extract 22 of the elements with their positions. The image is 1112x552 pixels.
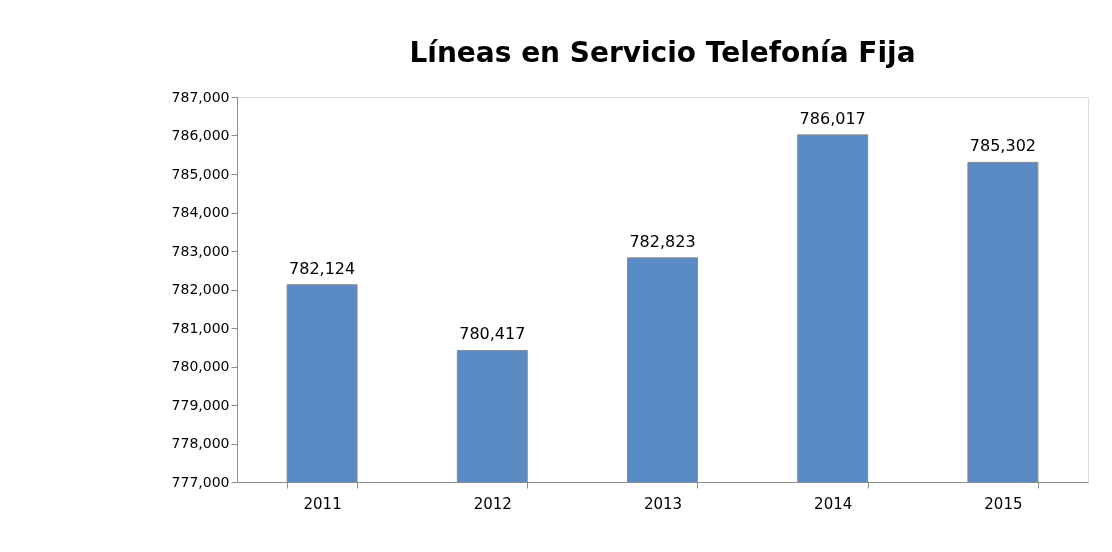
y-tick-label: 787,000 xyxy=(171,88,230,105)
y-tick-label: 779,000 xyxy=(171,396,230,413)
x-tick-label: 2012 xyxy=(473,494,512,513)
data-label: 780,417 xyxy=(459,324,526,344)
x-tick-label: 2011 xyxy=(303,494,342,513)
y-tick-label: 777,000 xyxy=(171,473,230,490)
x-tick-label: 2014 xyxy=(814,494,853,513)
x-tick-label: 2013 xyxy=(643,494,683,513)
y-tick-label: 786,000 xyxy=(171,127,230,143)
y-tick-label: 785,000 xyxy=(171,165,230,182)
data-label: 785,302 xyxy=(969,136,1036,156)
y-tick-label: 778,000 xyxy=(171,435,230,451)
x-tick-label: 2015 xyxy=(984,494,1023,513)
data-label: 782,124 xyxy=(289,258,356,278)
y-tick-label: 781,000 xyxy=(171,319,230,336)
data-label: 782,823 xyxy=(629,231,696,251)
chart-title: Líneas en Servicio Telefonía Fija xyxy=(409,36,916,69)
data-label: 786,017 xyxy=(799,108,866,128)
y-tick-label: 783,000 xyxy=(171,242,230,259)
y-tick-label: 780,000 xyxy=(171,358,230,374)
y-tick-label: 784,000 xyxy=(171,204,230,220)
y-tick-label: 782,000 xyxy=(171,281,230,297)
